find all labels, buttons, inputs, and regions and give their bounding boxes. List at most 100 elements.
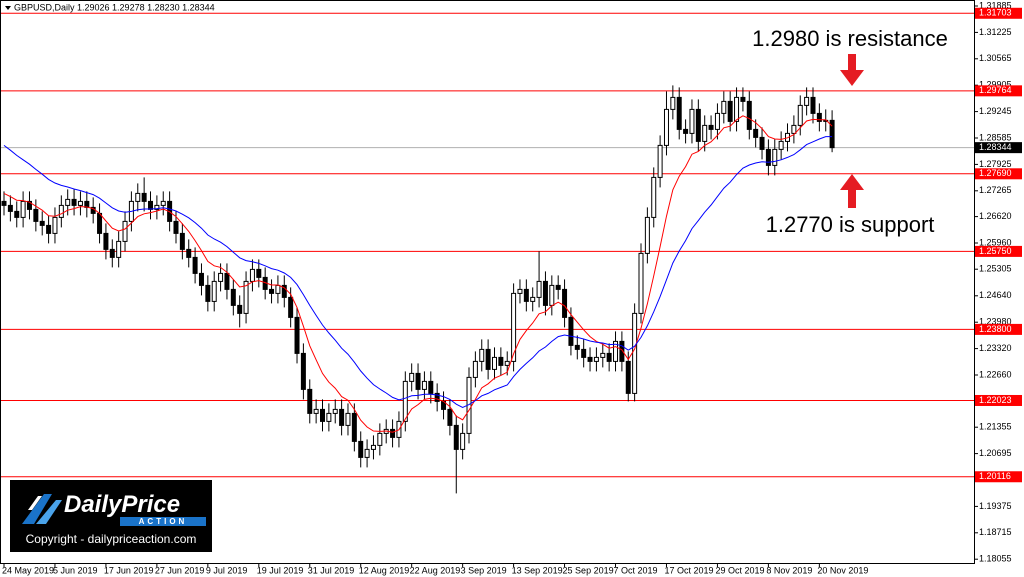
candle-body — [109, 248, 115, 258]
candle-body — [243, 280, 249, 314]
candle-body — [52, 216, 58, 234]
candle-body — [154, 204, 160, 210]
candle-body — [491, 356, 497, 370]
candle-body — [103, 232, 109, 250]
candle-body — [7, 204, 13, 212]
x-tick-label: 20 Nov 2019 — [817, 565, 868, 575]
level-box — [975, 245, 1022, 257]
candle-body — [695, 108, 701, 142]
candle-body — [97, 212, 103, 234]
candle-body — [186, 248, 192, 258]
candle-body — [249, 268, 255, 282]
candle-body — [65, 198, 71, 206]
x-tick-label: 12 Aug 2019 — [359, 565, 410, 575]
candle-body — [791, 124, 797, 134]
candle-body — [778, 140, 784, 150]
annotation: 1.2980 is resistance — [752, 26, 948, 51]
candle-body — [727, 100, 733, 122]
x-tick-label: 29 Oct 2019 — [715, 565, 764, 575]
candle-body — [530, 296, 536, 302]
candle-body — [581, 348, 587, 358]
y-tick-label: 1.23980 — [979, 317, 1012, 327]
logo-text: DailyPrice — [64, 491, 180, 518]
candle-body — [504, 360, 510, 366]
candle-body — [326, 412, 332, 422]
candle-body — [370, 444, 376, 450]
candle-body — [460, 432, 466, 450]
candle-body — [485, 348, 491, 370]
candle-body — [320, 408, 325, 422]
x-tick-label: 25 Sep 2019 — [563, 565, 614, 575]
candle-body — [593, 356, 599, 362]
candle-body — [288, 296, 294, 318]
x-tick-label: 7 Oct 2019 — [614, 565, 658, 575]
x-tick-label: 13 Sep 2019 — [512, 565, 563, 575]
x-tick-label: 9 Jul 2019 — [206, 565, 248, 575]
candle-body — [625, 360, 631, 394]
y-tick-label: 1.26620 — [979, 211, 1012, 221]
level-label: 1.20116 — [979, 471, 1011, 481]
y-tick-label: 1.18055 — [979, 554, 1012, 564]
y-tick-label: 1.25960 — [979, 237, 1012, 247]
x-tick-label: 19 Jul 2019 — [257, 565, 304, 575]
candle-body — [657, 144, 663, 178]
candle-body — [797, 104, 803, 126]
levels — [0, 12, 974, 478]
x-tick-label: 3 Sep 2019 — [461, 565, 507, 575]
candle-body — [39, 220, 45, 226]
candle-body — [275, 284, 281, 294]
candle-body — [218, 272, 224, 282]
level-label: 1.25750 — [979, 246, 1012, 256]
candle-body — [517, 288, 523, 294]
candle-body — [205, 284, 211, 302]
candle-body — [555, 284, 561, 290]
level-label: 1.22023 — [979, 395, 1012, 405]
candle-body — [313, 408, 319, 414]
y-tick-label: 1.31885 — [979, 0, 1012, 10]
chart-title: GBPUSD,Daily 1.29026 1.29278 1.28230 1.2… — [14, 2, 215, 12]
logo-icon — [28, 496, 42, 510]
candle-body — [409, 372, 415, 382]
candle-body — [46, 224, 52, 234]
candle-body — [358, 440, 364, 458]
candle-body — [26, 200, 32, 210]
candle-body — [536, 280, 542, 298]
candle-body — [300, 352, 306, 390]
candle-body — [20, 200, 26, 218]
current-price-box — [975, 142, 1022, 154]
level-label: 1.29764 — [979, 85, 1012, 95]
candle-body — [192, 256, 198, 274]
moving-average — [3, 136, 833, 408]
x-tick-label: 24 May 2019 — [2, 565, 54, 575]
candle-body — [415, 372, 421, 390]
candle-body — [670, 96, 676, 110]
candle-body — [122, 220, 128, 242]
level-box — [975, 323, 1022, 335]
x-tick-label: 27 Jun 2019 — [155, 565, 205, 575]
logo-sub: ACTION — [139, 517, 188, 526]
y-tick-label: 1.28585 — [979, 132, 1012, 142]
candle-body — [71, 198, 77, 206]
logo-icon — [36, 500, 62, 524]
y-tick-label: 1.21355 — [979, 422, 1012, 432]
candle-body — [351, 412, 357, 442]
candle-body — [746, 100, 752, 130]
candle-body — [606, 352, 612, 362]
candle-body — [453, 424, 459, 450]
logo-bar — [120, 517, 206, 526]
candle-body — [198, 272, 204, 286]
candle-body — [734, 96, 740, 122]
title-icon — [5, 6, 11, 10]
y-tick-label: 1.22660 — [979, 369, 1012, 379]
candle-body — [33, 208, 39, 222]
candle-body — [421, 380, 427, 390]
level-label: 1.31703 — [979, 8, 1012, 18]
candle-body — [651, 176, 657, 218]
candle-body — [708, 124, 714, 130]
level-box — [975, 168, 1022, 180]
y-tick-label: 1.23320 — [979, 343, 1012, 353]
candle-body — [772, 148, 778, 166]
y-tick-label: 1.27265 — [979, 185, 1012, 195]
